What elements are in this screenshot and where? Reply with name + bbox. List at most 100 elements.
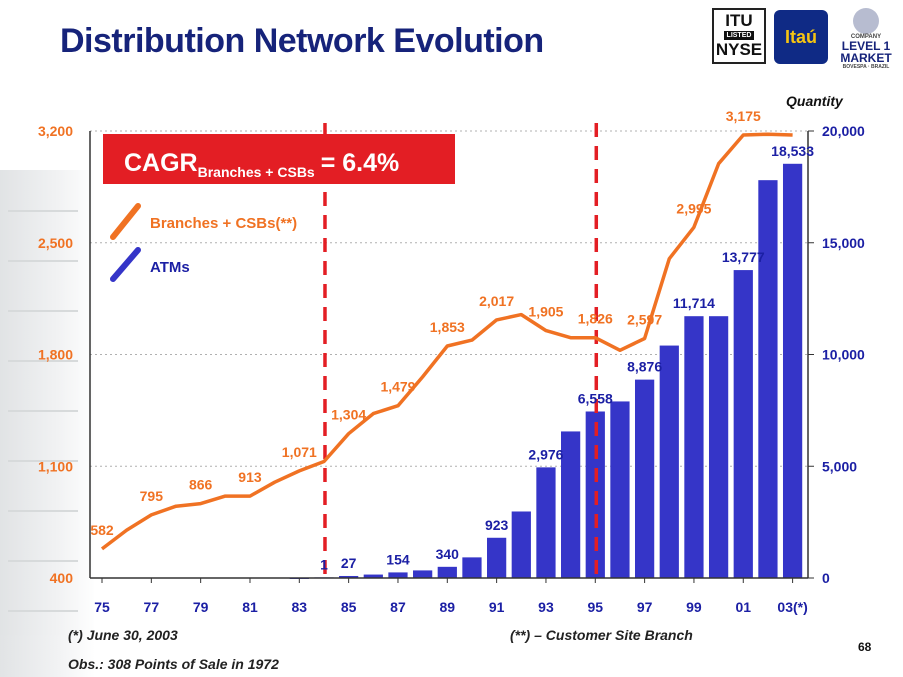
level1-logo-line4: BOVESPA · BRAZIL: [842, 64, 890, 70]
x-axis-tick-label: 77: [144, 599, 160, 615]
atm-bar: [733, 270, 753, 578]
atm-bar: [659, 345, 679, 578]
x-axis-tick-label: 79: [193, 599, 209, 615]
legend-swatch-branches: [110, 203, 141, 240]
line-data-label: 913: [238, 469, 262, 485]
x-axis-tick-label: 01: [735, 599, 751, 615]
right-axis-tick-label: 0: [822, 570, 830, 586]
left-axis-tick-label: 2,500: [38, 235, 73, 251]
bar-data-label: 8,876: [627, 359, 662, 375]
atm-bars: [289, 163, 803, 579]
nyse-logo-line2: LISTED: [724, 31, 754, 40]
atm-bar: [388, 572, 408, 578]
cagr-subscript: Branches + CSBs: [198, 164, 315, 180]
x-axis-tick-label: 85: [341, 599, 357, 615]
atm-bar: [708, 316, 729, 578]
bar-data-label: 923: [485, 517, 509, 533]
line-data-label: 795: [140, 488, 164, 504]
atm-bar: [634, 379, 655, 578]
x-axis-tick-label: 99: [686, 599, 702, 615]
x-axis-tick-label: 75: [94, 599, 110, 615]
level1-globe-icon: [853, 8, 879, 34]
x-axis-tick-label: 81: [242, 599, 258, 615]
line-data-label: 2,597: [627, 312, 662, 328]
level1-logo-line2: LEVEL 1: [841, 39, 891, 53]
atm-bar: [758, 180, 778, 579]
line-data-label: 1,905: [528, 304, 563, 320]
right-axis-tick-label: 5,000: [822, 458, 857, 474]
logo-group: ITU LISTED NYSE Itaú COMPANY LEVEL 1 MAR…: [712, 6, 898, 70]
atm-bar: [684, 316, 704, 578]
bar-data-label: 11,714: [673, 295, 715, 311]
reference-lines: [323, 123, 599, 578]
line-data-label: 1,304: [331, 407, 366, 423]
line-data-label: 1,853: [430, 319, 465, 335]
branches-line: [100, 132, 793, 551]
atm-bar: [487, 537, 507, 578]
right-axis-tick-label: 10,000: [822, 347, 865, 363]
atm-bar: [610, 401, 630, 578]
footnote-date: (*) June 30, 2003: [68, 627, 178, 643]
bar-data-label: 340: [436, 546, 460, 562]
left-axis-tick-label: 400: [50, 570, 74, 586]
footnote-csb: (**) – Customer Site Branch: [510, 627, 693, 643]
nyse-listed-logo: ITU LISTED NYSE: [712, 8, 766, 64]
line-data-label: 1,071: [282, 444, 317, 460]
bar-data-label: 154: [386, 551, 410, 567]
right-axis-tick-label: 15,000: [822, 235, 865, 251]
itau-logo: Itaú: [774, 10, 828, 64]
legend-label-atms: ATMs: [150, 259, 190, 276]
line-data-label: 2,017: [479, 293, 514, 309]
x-axis-tick-label: 87: [390, 599, 406, 615]
level1-logo-line3: MARKET: [840, 51, 892, 65]
line-data-label: 3,175: [726, 108, 761, 124]
line-data-label: 866: [189, 477, 213, 493]
bar-data-label: 1: [320, 556, 328, 572]
left-axis-tick-label: 3,200: [38, 123, 73, 139]
line-data-label: 2,995: [676, 200, 711, 216]
line-data-label: 1,479: [380, 379, 415, 395]
level1-market-logo: COMPANY LEVEL 1 MARKET BOVESPA · BRAZIL: [836, 8, 896, 70]
line-data-label: 582: [90, 522, 114, 538]
quantity-axis-title: Quantity: [786, 93, 844, 109]
atm-bar: [511, 511, 531, 578]
x-axis-tick-label: 95: [587, 599, 603, 615]
cagr-box-background: [103, 134, 455, 184]
bar-data-label: 27: [341, 555, 357, 571]
atm-bar: [782, 163, 803, 578]
x-axis-tick-label: 93: [538, 599, 554, 615]
legend: Branches + CSBs(**) ATMs: [110, 203, 297, 282]
bar-data-label: 13,777: [722, 249, 765, 265]
axes: 400 1,100 1,800 2,500 3,200 0 5,000 10,000 15,00…: [38, 123, 865, 615]
cagr-text: CAGRBranches + CSBs = 6.4%: [124, 149, 399, 180]
branches-series-line: [100, 132, 793, 551]
cagr-box: CAGRBranches + CSBs = 6.4%: [103, 134, 455, 184]
left-axis-tick-label: 1,100: [38, 458, 73, 474]
atm-bar: [561, 431, 581, 578]
line-data-label: 1,826: [578, 311, 613, 327]
cagr-value: = 6.4%: [321, 149, 400, 177]
atm-bar: [363, 574, 383, 578]
x-axis-tick-label: 03(*): [777, 599, 807, 615]
left-axis-tick-label: 1,800: [38, 347, 73, 363]
cagr-main: CAGR: [124, 149, 198, 177]
atm-bar: [462, 557, 482, 578]
nyse-logo-line3: NYSE: [715, 40, 763, 59]
bar-data-label: 2,976: [528, 446, 563, 462]
legend-swatch-atms: [110, 247, 141, 282]
bar-data-label: 6,558: [578, 390, 613, 406]
nyse-logo-line1: ITU: [725, 11, 753, 30]
data-labels: 582 795 866 913 1,071 1,304 1,479 1,853 2,017 1,9…: [90, 108, 814, 572]
x-axis-tick-label: 89: [440, 599, 456, 615]
footnote-obs: Obs.: 308 Points of Sale in 1972: [68, 656, 279, 672]
page-title: Distribution Network Evolution: [60, 22, 544, 60]
x-axis-tick-label: 83: [292, 599, 308, 615]
x-axis-tick-label: 97: [637, 599, 653, 615]
atm-bar: [413, 570, 433, 578]
atm-bar: [437, 566, 457, 578]
bar-data-label: 18,533: [771, 143, 814, 159]
atm-bar: [536, 467, 556, 578]
x-axis-tick-label: 91: [489, 599, 505, 615]
right-axis-tick-label: 20,000: [822, 123, 865, 139]
